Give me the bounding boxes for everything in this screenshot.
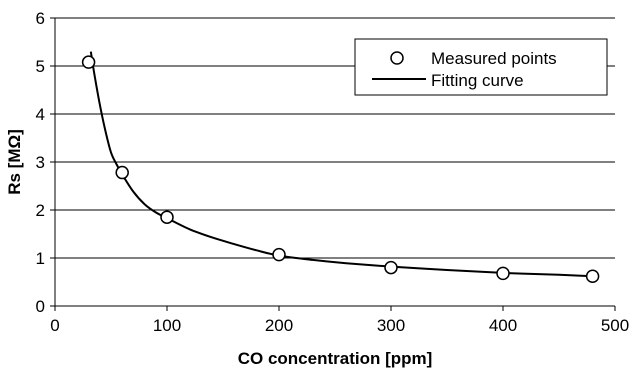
measured-point-200 — [272, 247, 286, 262]
x-tick-label-100: 100 — [153, 316, 181, 335]
y-tick-label-5: 5 — [36, 57, 45, 76]
x-tick-label-200: 200 — [265, 316, 293, 335]
x-tick-label-400: 400 — [489, 316, 517, 335]
y-tick-label-4: 4 — [36, 105, 45, 124]
x-tick-label-0: 0 — [50, 316, 59, 335]
legend: Measured points Fitting curve — [354, 38, 608, 96]
y-tick-labels: 0 1 2 3 4 5 6 — [36, 9, 45, 316]
measured-points-layer — [81, 55, 600, 283]
x-tick-labels: 0 100 200 300 400 500 — [50, 316, 629, 335]
axes — [50, 17, 616, 311]
x-tick-label-300: 300 — [377, 316, 405, 335]
measured-point-480 — [585, 269, 600, 283]
y-tick-label-3: 3 — [36, 153, 45, 172]
y-tick-label-6: 6 — [36, 9, 45, 28]
measured-point-100 — [160, 210, 174, 224]
y-axis-title: Rs [MΩ] — [5, 129, 24, 195]
y-tick-label-2: 2 — [36, 201, 45, 220]
measured-point-60 — [115, 165, 129, 180]
y-tick-label-0: 0 — [36, 297, 45, 316]
measured-point-300 — [384, 260, 398, 275]
measured-point-30 — [81, 55, 96, 69]
legend-label-measured-points: Measured points — [431, 49, 557, 68]
x-axis-title: CO concentration [ppm] — [238, 349, 433, 368]
fitting-curve-layer — [89, 51, 593, 278]
measured-point-400 — [496, 266, 510, 281]
series-fitting-curve-line — [89, 51, 593, 278]
legend-marker-measured-points — [390, 51, 404, 65]
y-tick-label-1: 1 — [36, 249, 45, 268]
gridlines — [55, 17, 615, 259]
x-tick-label-500: 500 — [601, 316, 629, 335]
legend-label-fitting-curve: Fitting curve — [431, 71, 524, 90]
legend-box — [354, 38, 608, 96]
